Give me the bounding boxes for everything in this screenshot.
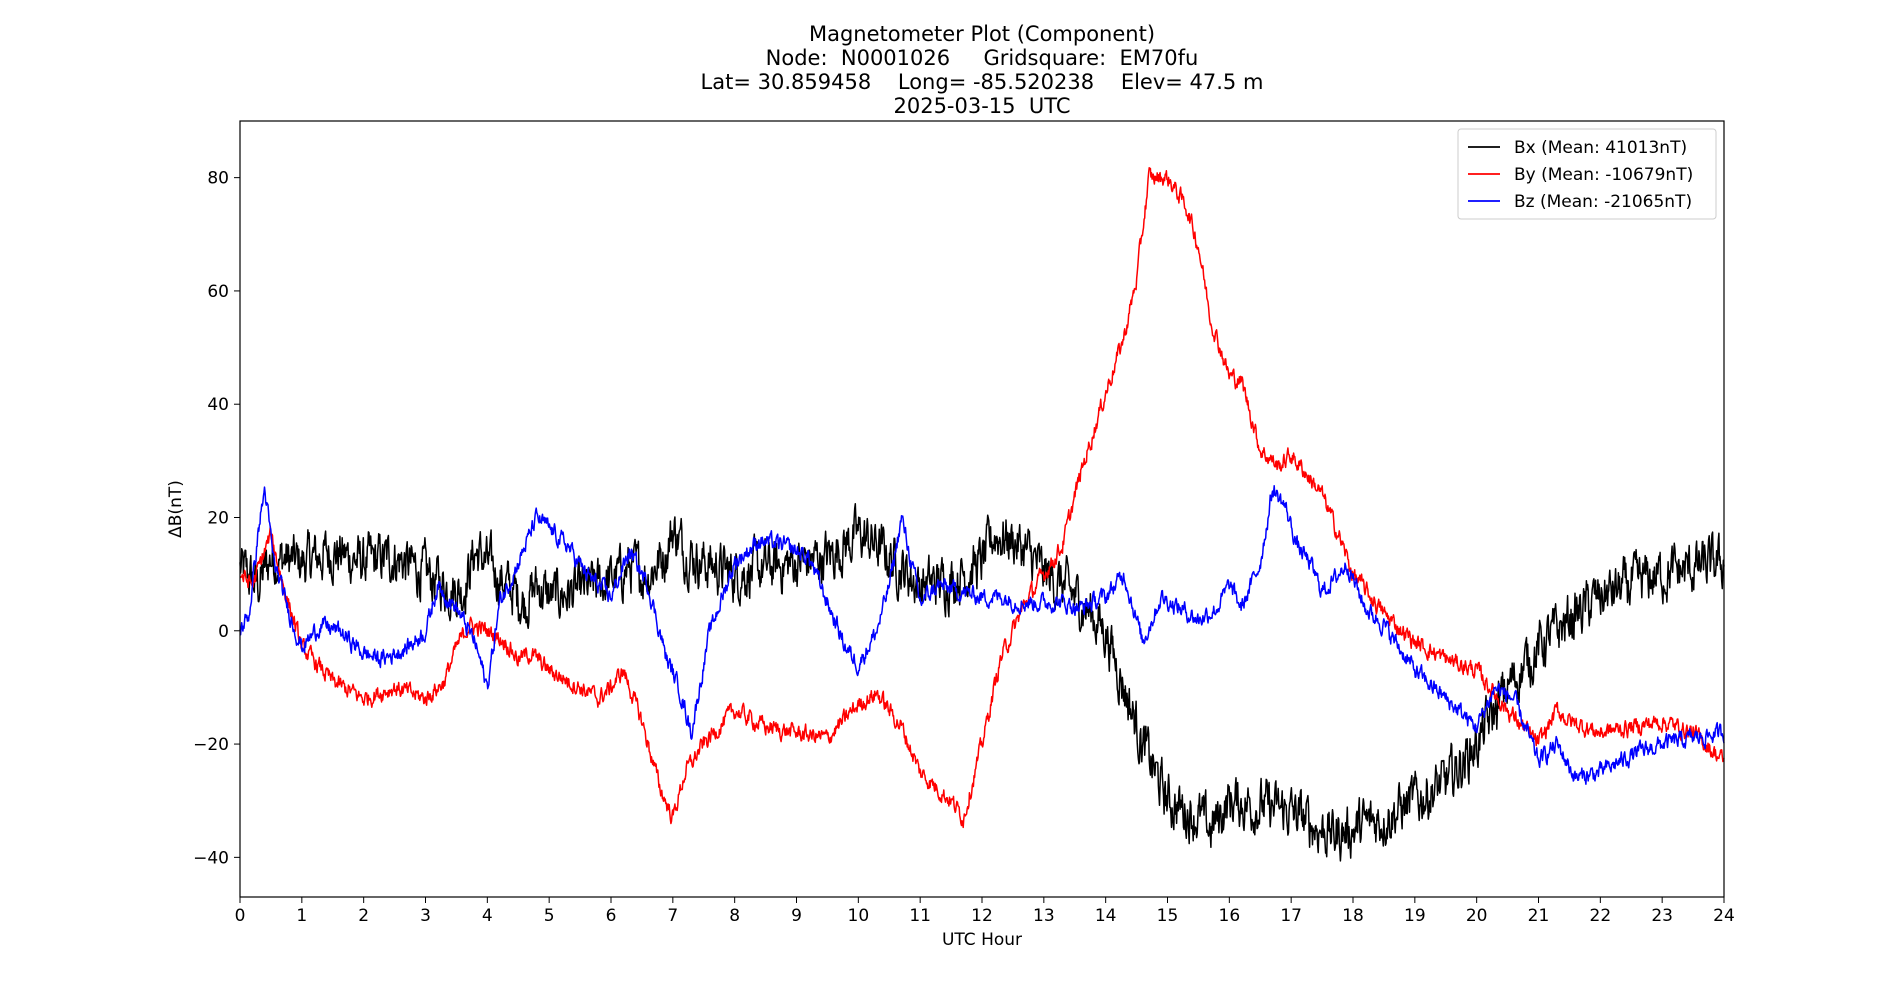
title-line: Node: N0001026 Gridsquare: EM70fu [765,46,1199,70]
x-tick-label: 22 [1590,906,1612,926]
series-layer [239,167,1725,862]
x-tick-label: 10 [848,906,870,926]
x-tick-label: 15 [1157,906,1179,926]
x-tick-label: 7 [667,906,678,926]
x-tick-label: 11 [909,906,931,926]
x-tick-label: 1 [296,906,307,926]
legend-label: By (Mean: -10679nT) [1514,165,1693,185]
x-tick-label: 8 [729,906,740,926]
x-tick-label: 24 [1713,906,1735,926]
x-tick-label: 14 [1095,906,1117,926]
x-tick-label: 0 [235,906,246,926]
y-tick-label: 20 [207,508,229,528]
x-tick-label: 20 [1466,906,1488,926]
chart-title: Magnetometer Plot (Component) Node: N000… [240,22,1724,118]
x-tick-label: 4 [482,906,493,926]
plot-frame [239,120,1725,898]
series-line-bx [239,503,1725,862]
title-line: Lat= 30.859458 Long= -85.520238 Elev= 47… [700,70,1264,94]
series-line-bz [239,485,1725,785]
title-line: Magnetometer Plot (Component) [808,22,1156,46]
x-tick-label: 6 [606,906,617,926]
x-tick-label: 12 [971,906,993,926]
y-tick-label: 80 [207,169,229,189]
y-tick-label: 60 [207,282,229,302]
legend-label: Bx (Mean: 41013nT) [1514,138,1687,158]
x-tick-label: 18 [1342,906,1364,926]
x-tick-label: 21 [1528,906,1550,926]
series-line-by [239,167,1725,829]
x-tick-label: 17 [1280,906,1302,926]
x-tick-label: 23 [1651,906,1673,926]
x-tick-label: 3 [420,906,431,926]
x-axis-label: UTC Hour [942,930,1022,950]
legend: Bx (Mean: 41013nT) By (Mean: -10679nT) Bz … [1457,128,1717,220]
x-tick-label: 5 [544,906,555,926]
y-tick-label: 40 [207,395,229,415]
legend-box [1457,128,1717,220]
x-tick-label: 2 [358,906,369,926]
x-axis: 0 1 2 3 4 5 6 7 8 9 10 11 12 13 14 15 16 17 18 19 20 21 22 23 24 [235,897,1735,926]
y-tick-label: −40 [193,848,229,868]
y-axis-label: ΔB(nT) [166,480,186,538]
title-line: 2025-03-15 UTC [893,94,1071,118]
y-axis: −40 −20 0 20 40 60 80 [193,169,240,868]
y-tick-label: −20 [193,735,229,755]
y-tick-label: 0 [218,622,229,642]
x-tick-label: 13 [1033,906,1055,926]
x-tick-label: 19 [1404,906,1426,926]
x-tick-label: 9 [791,906,802,926]
x-tick-label: 16 [1219,906,1241,926]
legend-label: Bz (Mean: -21065nT) [1514,192,1692,212]
